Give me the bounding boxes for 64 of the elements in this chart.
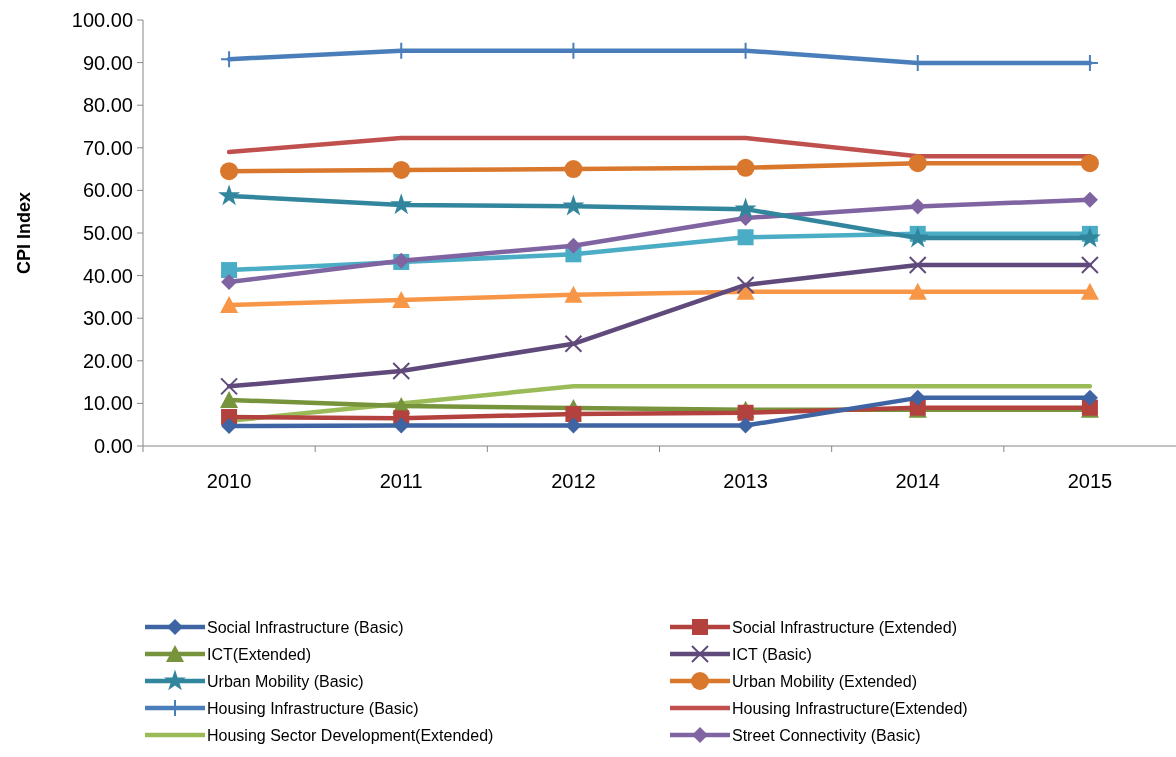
point — [218, 184, 241, 206]
y-tick-label: 30.00 — [82, 307, 133, 330]
point — [564, 334, 583, 353]
point — [737, 229, 754, 246]
point — [1080, 154, 1099, 173]
point — [564, 285, 583, 303]
point — [1080, 255, 1099, 274]
point — [909, 389, 926, 406]
legend-label: Social Infrastructure (Extended) — [732, 618, 957, 636]
y-tick-label: 0.00 — [94, 435, 133, 457]
point — [737, 417, 754, 434]
point — [908, 154, 927, 173]
point — [908, 282, 927, 300]
legend-label: Social Infrastructure (Basic) — [207, 618, 404, 636]
point — [392, 160, 411, 179]
point — [564, 160, 583, 179]
point — [909, 198, 926, 215]
point — [562, 194, 585, 216]
point — [736, 158, 755, 177]
point — [737, 404, 754, 421]
x-tick-label: 2012 — [551, 470, 596, 492]
y-tick-label: 40.00 — [82, 264, 133, 287]
point — [220, 162, 239, 181]
point — [908, 255, 927, 274]
point — [220, 295, 239, 313]
legend-label: Urban Mobility (Extended) — [732, 672, 917, 690]
x-tick-label: 2013 — [723, 470, 768, 492]
legend-label: Street Connectivity (Basic) — [732, 726, 921, 744]
x-tick-label: 2010 — [206, 470, 252, 492]
point — [565, 237, 582, 254]
point — [392, 290, 411, 308]
legend-label: Housing Infrastructure(Extended) — [732, 699, 968, 717]
x-tick-label: 2014 — [895, 470, 940, 492]
y-tick-label: 90.00 — [82, 51, 133, 74]
y-axis-title: CPI Index — [14, 191, 34, 275]
point — [1081, 191, 1098, 208]
point — [736, 275, 755, 294]
point — [221, 262, 238, 279]
point — [220, 390, 239, 408]
y-tick-label: 60.00 — [82, 179, 133, 202]
y-tick-label: 100.00 — [71, 9, 133, 31]
point — [220, 377, 239, 396]
point — [221, 273, 238, 290]
y-tick-label: 70.00 — [82, 136, 133, 159]
y-tick-label: 10.00 — [82, 392, 133, 415]
point — [565, 417, 582, 434]
point — [1078, 226, 1101, 248]
y-tick-label: 50.00 — [82, 222, 133, 244]
legend-label: Housing Infrastructure (Basic) — [207, 699, 419, 717]
x-tick-label: 2015 — [1067, 470, 1113, 492]
point — [734, 197, 757, 219]
point — [565, 406, 582, 423]
point — [1080, 282, 1099, 300]
legend-label: Housing Sector Development(Extended) — [207, 726, 494, 744]
legend-label: Urban Mobility (Basic) — [207, 672, 364, 690]
point — [390, 193, 413, 215]
point — [392, 362, 411, 381]
point — [393, 417, 410, 434]
legend-label: ICT (Basic) — [732, 645, 812, 663]
y-tick-label: 80.00 — [82, 94, 133, 117]
legend-label: ICT(Extended) — [207, 645, 312, 663]
point — [906, 226, 929, 248]
x-tick-label: 2011 — [379, 470, 423, 492]
y-tick-label: 20.00 — [82, 349, 133, 372]
